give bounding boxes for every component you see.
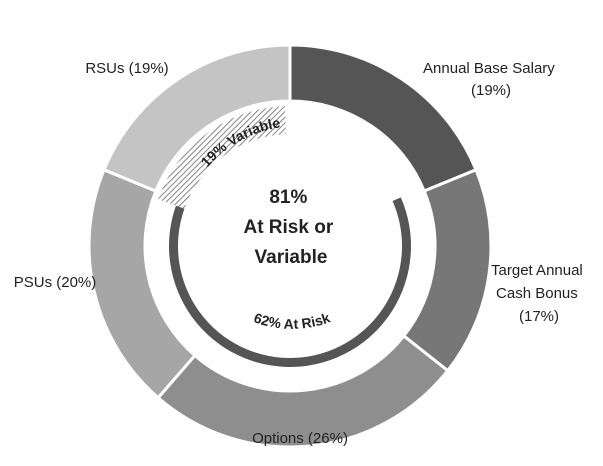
slice-target-annual-cash-bonus bbox=[401, 167, 493, 373]
slice-label-psus: PSUs (20%) bbox=[14, 274, 97, 291]
slice-label-target-annual-cash-bonus: Target Annual Cash Bonus (17%) bbox=[491, 262, 587, 325]
center-label: 81% At Risk or Variable bbox=[243, 187, 338, 268]
inner-arc-variable bbox=[158, 106, 286, 209]
slice-label-options: Options (26%) bbox=[252, 430, 348, 447]
slice-rsus bbox=[102, 43, 292, 193]
at-risk-arc-label: 62% At Risk bbox=[252, 309, 332, 332]
slice-label-rsus: RSUs (19%) bbox=[85, 60, 168, 77]
slice-label-annual-base-salary: Annual Base Salary (19%) bbox=[423, 60, 559, 99]
